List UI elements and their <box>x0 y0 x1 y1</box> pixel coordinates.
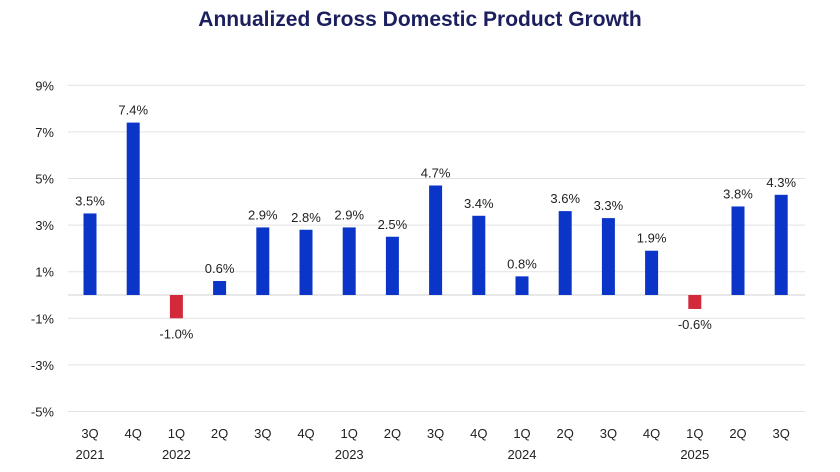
x-tick-label: 4Q <box>643 426 660 441</box>
y-tick-label: 1% <box>35 265 54 280</box>
data-label: 3.8% <box>723 186 753 201</box>
x-tick-label: 2Q <box>384 426 401 441</box>
data-label: 0.8% <box>507 256 537 271</box>
data-label: -0.6% <box>678 317 712 332</box>
data-label: 7.4% <box>118 103 148 118</box>
x-tick-label: 2Q <box>211 426 228 441</box>
x-tick-label: 1Q <box>513 426 530 441</box>
data-label: 2.5% <box>378 217 408 232</box>
y-tick-label: 7% <box>35 125 54 140</box>
x-tick-label: 3Q <box>254 426 271 441</box>
y-tick-label: -1% <box>31 311 55 326</box>
data-label: 3.6% <box>550 191 580 206</box>
bar <box>385 236 399 295</box>
bar <box>429 185 443 295</box>
x-tick-label: 3Q <box>600 426 617 441</box>
data-label: 3.5% <box>75 193 105 208</box>
chart-title: Annualized Gross Domestic Product Growth <box>198 8 642 31</box>
y-tick-label: 5% <box>35 172 54 187</box>
x-tick-label: 4Q <box>297 426 314 441</box>
bar <box>688 295 702 309</box>
data-label: 2.9% <box>334 207 364 222</box>
bar <box>601 218 615 295</box>
y-tick-label: -3% <box>31 358 55 373</box>
bar <box>774 194 788 295</box>
bar <box>558 211 572 295</box>
x-tick-label: 3Q <box>427 426 444 441</box>
x-tick-label: 3Q <box>773 426 790 441</box>
x-tick-label: 2Q <box>557 426 574 441</box>
x-tick-label: 1Q <box>168 426 185 441</box>
bar <box>83 213 97 295</box>
y-tick-label: 9% <box>35 78 54 93</box>
data-label: 3.3% <box>594 198 624 213</box>
bar <box>213 281 227 295</box>
y-tick-label: 3% <box>35 218 54 233</box>
x-tick-label: 1Q <box>341 426 358 441</box>
data-label: 2.9% <box>248 207 278 222</box>
data-label: 4.7% <box>421 165 451 180</box>
x-tick-label: 1Q <box>686 426 703 441</box>
x-year-label: 2021 <box>76 447 105 462</box>
data-label: 3.4% <box>464 196 494 211</box>
x-tick-label: 2Q <box>729 426 746 441</box>
data-label: 4.3% <box>766 175 796 190</box>
x-tick-label: 3Q <box>81 426 98 441</box>
bar <box>731 206 745 295</box>
data-label: 2.8% <box>291 210 321 225</box>
data-label: 1.9% <box>637 231 667 246</box>
bar <box>342 227 356 295</box>
data-label: -1.0% <box>159 326 193 341</box>
bar <box>169 295 183 319</box>
x-year-label: 2025 <box>680 447 709 462</box>
bar <box>472 215 486 295</box>
bar <box>256 227 270 295</box>
y-tick-label: -5% <box>31 405 55 420</box>
x-tick-label: 4Q <box>125 426 142 441</box>
x-year-label: 2024 <box>508 447 537 462</box>
bar <box>515 276 529 295</box>
x-tick-label: 4Q <box>470 426 487 441</box>
x-year-label: 2022 <box>162 447 191 462</box>
bar <box>645 250 659 295</box>
bar <box>126 122 140 295</box>
x-year-label: 2023 <box>335 447 364 462</box>
bar <box>299 229 313 295</box>
data-label: 0.6% <box>205 261 235 276</box>
